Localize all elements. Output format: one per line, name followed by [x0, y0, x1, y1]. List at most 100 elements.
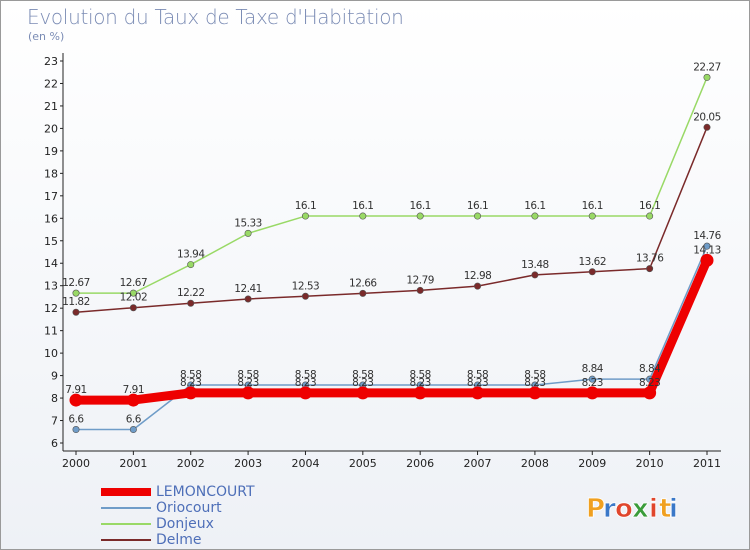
y-tick-label: 22 — [44, 77, 58, 90]
series-line-lemoncourt — [71, 255, 712, 405]
y-tick-label: 20 — [44, 122, 58, 135]
x-tick-label: 2003 — [234, 457, 262, 470]
data-label: 11.82 — [62, 296, 90, 308]
data-label: 8.58 — [180, 369, 201, 381]
data-label: 7.91 — [123, 384, 144, 396]
y-tick-label: 14 — [44, 257, 58, 270]
data-point — [184, 386, 198, 400]
data-point — [588, 212, 596, 220]
series-line-donjeux — [75, 76, 708, 294]
data-point — [531, 271, 539, 279]
data-label: 16.1 — [352, 200, 373, 212]
legend-swatch — [101, 523, 151, 525]
data-label: 15.33 — [234, 217, 262, 229]
data-point — [129, 304, 137, 312]
y-tick-label: 16 — [44, 212, 58, 225]
legend-swatch — [101, 488, 151, 496]
data-point — [187, 261, 195, 269]
data-label: 14.76 — [693, 230, 721, 242]
data-point — [646, 212, 654, 220]
data-point — [126, 393, 140, 407]
data-point — [359, 212, 367, 220]
data-label: 8.23 — [524, 377, 545, 389]
data-point — [413, 386, 427, 400]
data-label: 16.1 — [639, 200, 660, 212]
data-label: 8.84 — [639, 363, 661, 375]
chart-unit-label: (en %) — [28, 30, 65, 43]
data-label: 20.05 — [693, 111, 721, 123]
logo-letter: i — [649, 494, 658, 524]
data-point — [703, 242, 711, 250]
y-tick-label: 10 — [44, 347, 58, 360]
logo-letter: P — [586, 494, 605, 524]
series-line-delme — [75, 126, 708, 313]
y-tick-label: 9 — [51, 370, 58, 383]
data-label: 7.91 — [65, 384, 86, 396]
data-label: 8.23 — [352, 377, 373, 389]
data-label: 6.6 — [126, 414, 142, 426]
data-point — [356, 386, 370, 400]
y-tick-label: 17 — [44, 190, 58, 203]
y-tick-label: 12 — [44, 302, 58, 315]
x-tick-label: 2005 — [349, 457, 377, 470]
data-point — [359, 289, 367, 297]
data-point — [585, 386, 599, 400]
x-tick-label: 2011 — [693, 457, 721, 470]
data-label: 16.1 — [524, 200, 545, 212]
data-label: 13.94 — [177, 249, 205, 261]
data-label: 8.23 — [639, 377, 660, 389]
y-tick-label: 15 — [44, 235, 58, 248]
data-label: 8.58 — [237, 369, 258, 381]
x-tick-label: 2008 — [521, 457, 549, 470]
data-label: 6.6 — [68, 414, 84, 426]
data-point — [703, 73, 711, 81]
data-point — [531, 212, 539, 220]
data-point — [244, 295, 252, 303]
data-label: 12.66 — [349, 277, 377, 289]
data-label: 8.23 — [467, 377, 488, 389]
data-point — [298, 386, 312, 400]
data-label: 16.1 — [409, 200, 430, 212]
logo-letter: x — [632, 494, 649, 524]
y-tick-label: 8 — [51, 392, 58, 405]
data-label: 8.23 — [409, 377, 430, 389]
data-point — [646, 265, 654, 273]
data-point — [416, 286, 424, 294]
data-label: 22.27 — [693, 61, 721, 73]
data-point — [588, 375, 596, 383]
data-point — [643, 386, 657, 400]
x-tick-label: 2007 — [464, 457, 492, 470]
data-point — [700, 253, 714, 267]
data-point — [471, 386, 485, 400]
x-tick-label: 2009 — [578, 457, 606, 470]
legend-swatch — [101, 507, 151, 509]
x-tick-label: 2010 — [636, 457, 664, 470]
legend-label: Delme — [156, 532, 202, 548]
data-label: 8.23 — [180, 377, 201, 389]
proxiti-logo: Pr o x i ti — [586, 494, 679, 525]
data-label: 13.62 — [578, 256, 606, 268]
y-tick-label: 19 — [44, 145, 58, 158]
logo-letter: i — [669, 494, 678, 524]
data-label: 12.02 — [120, 292, 148, 304]
chart-title: Evolution du Taux de Taxe d'Habitation — [27, 5, 404, 29]
data-label: 12.41 — [234, 283, 262, 295]
y-tick-label: 18 — [44, 167, 58, 180]
data-label: 16.1 — [467, 200, 488, 212]
x-tick-label: 2002 — [177, 457, 205, 470]
data-label: 8.58 — [524, 369, 545, 381]
data-point — [474, 282, 482, 290]
y-tick-label: 13 — [44, 280, 58, 293]
legend-label: LEMONCOURT — [156, 484, 255, 500]
logo-letter: t — [659, 494, 671, 524]
data-label: 13.76 — [636, 253, 664, 265]
x-tick-label: 2000 — [62, 457, 90, 470]
data-label: 8.23 — [295, 377, 316, 389]
data-label: 8.84 — [582, 363, 604, 375]
x-tick-label: 2006 — [406, 457, 434, 470]
data-point — [241, 386, 255, 400]
y-tick-label: 11 — [44, 325, 58, 338]
data-label: 12.79 — [406, 274, 434, 286]
